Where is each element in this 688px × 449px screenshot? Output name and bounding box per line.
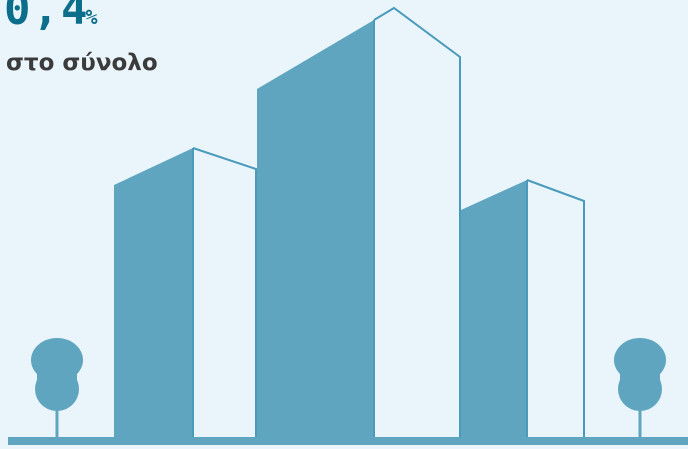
stat-caption: στο σύνολο: [6, 50, 158, 76]
tree-left-icon: [31, 338, 83, 441]
building-right-icon: [461, 179, 585, 445]
building-left-icon: [114, 147, 257, 445]
building-middle-icon: [257, 6, 461, 445]
stat-value: 0,4: [4, 0, 90, 35]
stat-unit: %: [85, 5, 98, 29]
stat-figure: 0,4%: [4, 0, 98, 32]
tree-right-icon: [614, 338, 666, 441]
ground-line: [8, 437, 688, 445]
